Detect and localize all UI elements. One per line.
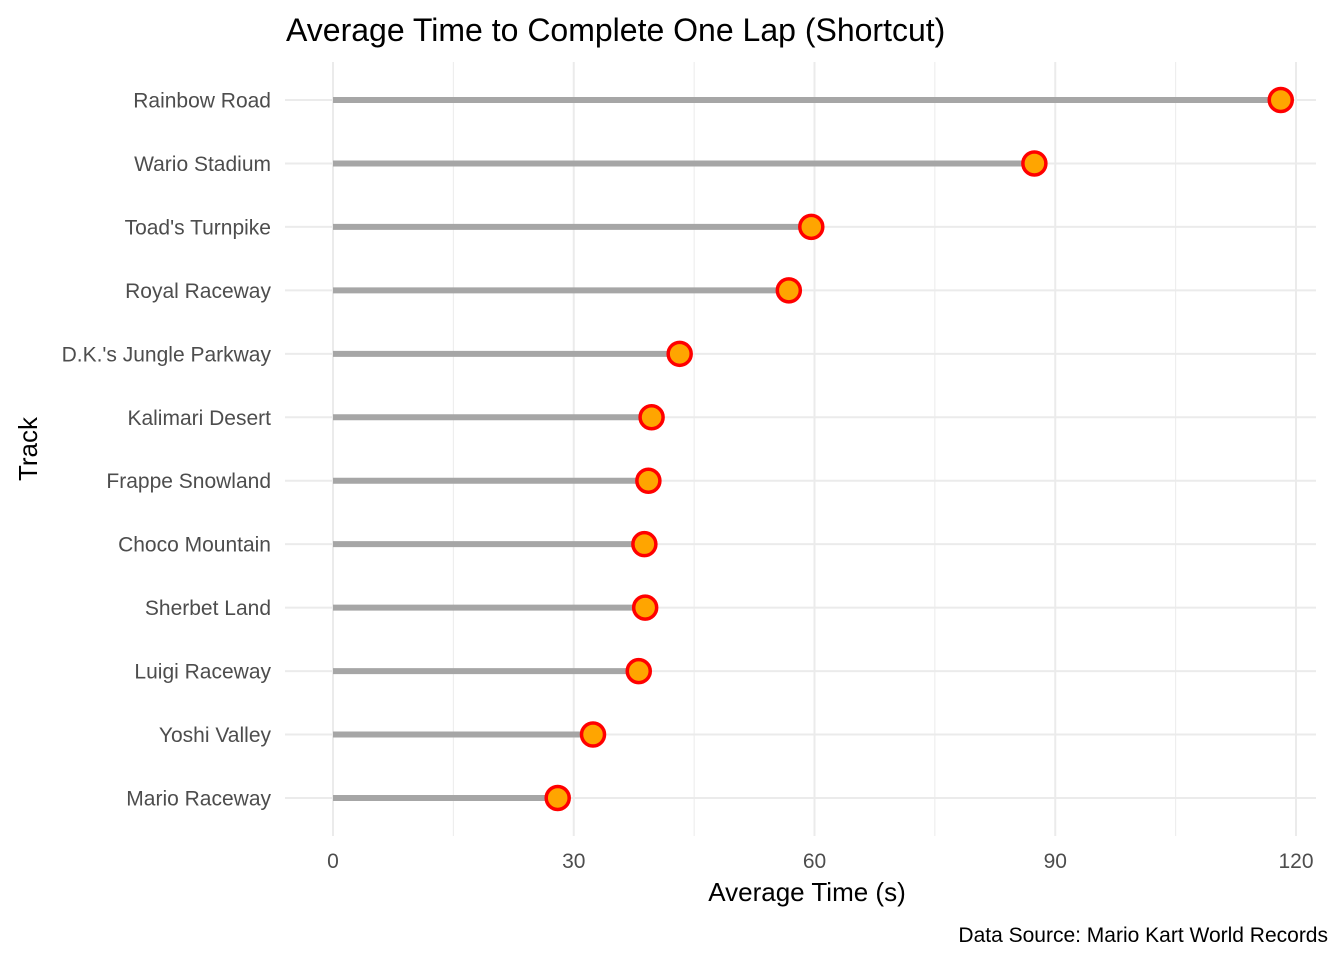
y-tick-label-0: Rainbow Road bbox=[133, 90, 271, 113]
y-tick-label-3: Royal Raceway bbox=[125, 280, 271, 303]
lollipop-point-8 bbox=[631, 594, 659, 621]
y-tick-label-8: Sherbet Land bbox=[145, 597, 271, 620]
lollipop-point-10 bbox=[579, 721, 607, 748]
y-tick-label-6: Frappe Snowland bbox=[106, 470, 271, 493]
y-tick-label-10: Yoshi Valley bbox=[159, 724, 272, 747]
chart-title: Average Time to Complete One Lap (Shortc… bbox=[286, 12, 945, 48]
y-tick-label-1: Wario Stadium bbox=[134, 153, 271, 176]
lollipop-point-9 bbox=[625, 657, 653, 685]
y-tick-label-5: Kalimari Desert bbox=[127, 407, 271, 430]
x-tick-label-2: 60 bbox=[803, 850, 826, 873]
lollipop-point-11 bbox=[544, 784, 571, 812]
lollipop-point-0 bbox=[1267, 86, 1295, 114]
lollipop-point-7 bbox=[631, 530, 658, 558]
y-tick-label-7: Choco Mountain bbox=[118, 534, 271, 557]
y-tick-label-9: Luigi Raceway bbox=[134, 661, 271, 684]
grid-layer bbox=[285, 62, 1316, 836]
y-tick-labels: Rainbow Road Wario Stadium Toad's Turnpike… bbox=[62, 90, 272, 811]
point-layer bbox=[544, 86, 1295, 812]
y-axis-label: Track bbox=[13, 416, 43, 481]
y-tick-label-11: Mario Raceway bbox=[126, 788, 271, 811]
lollipop-point-3 bbox=[775, 277, 803, 304]
lollipop-point-6 bbox=[635, 467, 662, 494]
stem-layer bbox=[333, 97, 1281, 801]
lollipop-point-4 bbox=[666, 340, 693, 368]
x-tick-label-1: 30 bbox=[562, 850, 585, 873]
data-source-caption: Data Source: Mario Kart World Records bbox=[958, 924, 1328, 947]
y-tick-label-4: D.K.'s Jungle Parkway bbox=[62, 343, 272, 366]
x-axis-label: Average Time (s) bbox=[708, 877, 905, 907]
x-tick-label-3: 90 bbox=[1044, 850, 1067, 873]
x-tick-label-0: 0 bbox=[327, 850, 339, 873]
lollipop-point-2 bbox=[798, 213, 825, 241]
x-tick-labels: 0 30 60 90 120 bbox=[327, 850, 1313, 873]
lollipop-point-5 bbox=[638, 404, 665, 431]
x-tick-label-4: 120 bbox=[1278, 850, 1313, 873]
y-tick-label-2: Toad's Turnpike bbox=[125, 216, 271, 239]
lollipop-point-1 bbox=[1021, 150, 1048, 177]
